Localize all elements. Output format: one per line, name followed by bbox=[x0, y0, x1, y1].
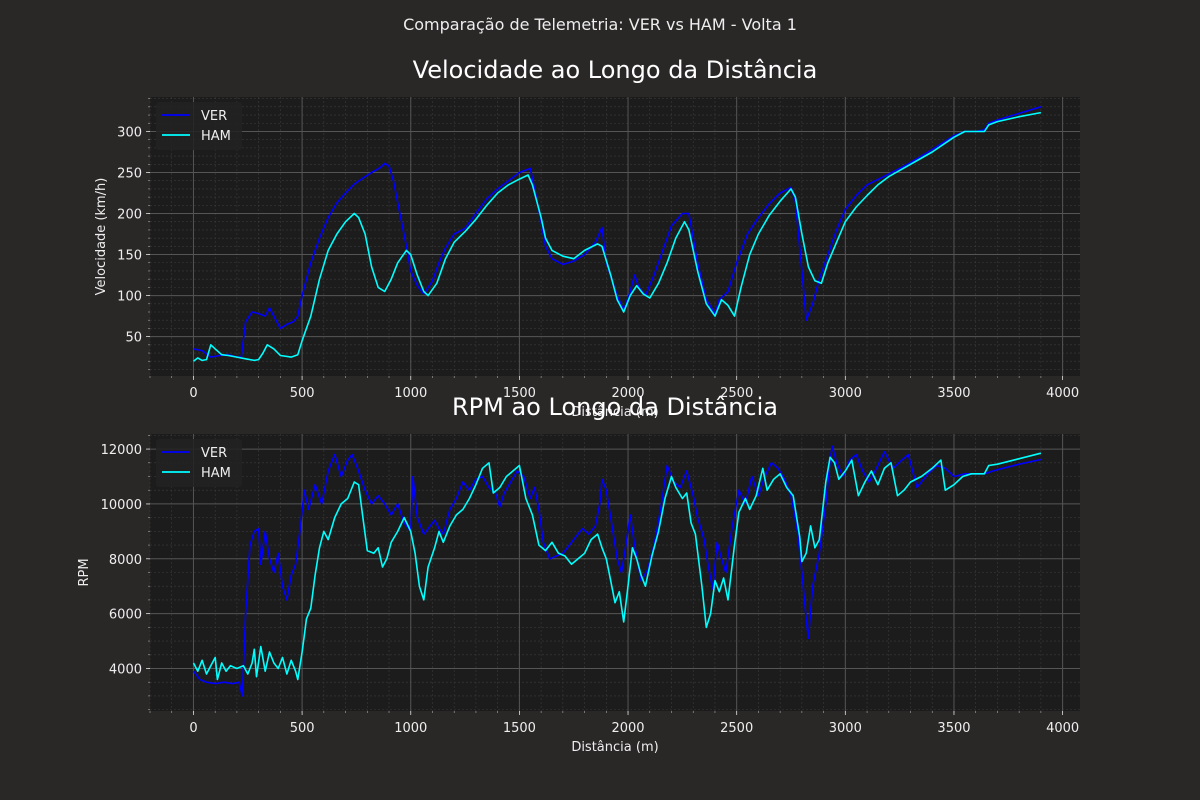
series-line-ham bbox=[192, 452, 1042, 681]
tick-label-y: 10000 bbox=[101, 498, 142, 513]
chart-panel-1: 0 500 1000 1500 2000 2500 3000 3500 4000 50 100 150… bbox=[94, 56, 1080, 420]
legend-label: HAM bbox=[201, 466, 231, 481]
tick-label-y: 250 bbox=[117, 166, 142, 181]
tick-label-x: 3000 bbox=[829, 721, 862, 736]
tick-label-x: 1500 bbox=[503, 721, 536, 736]
tick-label-x: 2000 bbox=[611, 721, 644, 736]
tick-label-y: 150 bbox=[117, 249, 142, 264]
tick-label-x: 0 bbox=[189, 386, 197, 401]
tick-label-x: 1000 bbox=[394, 386, 427, 401]
legend: VER HAM bbox=[156, 439, 242, 487]
legend-label: HAM bbox=[201, 129, 231, 144]
tick-label-y: 4000 bbox=[109, 662, 142, 677]
x-axis-label: Distância (m) bbox=[571, 740, 658, 755]
chart-title: RPM ao Longo da Distância bbox=[452, 393, 778, 421]
tick-label-x: 2500 bbox=[720, 386, 753, 401]
legend-box bbox=[156, 439, 242, 487]
tick-label-x: 1000 bbox=[394, 721, 427, 736]
chart-panel-2: 0 500 1000 1500 2000 2500 3000 3500 4000 4000 6000… bbox=[77, 393, 1080, 755]
legend: VER HAM bbox=[156, 102, 242, 150]
tick-label-y: 300 bbox=[117, 125, 142, 140]
tick-label-x: 2500 bbox=[720, 721, 753, 736]
y-axis-label: Velocidade (km/h) bbox=[94, 178, 109, 296]
chart-title: Velocidade ao Longo da Distância bbox=[413, 56, 818, 84]
tick-label-y: 100 bbox=[117, 290, 142, 305]
tick-label-y: 12000 bbox=[101, 443, 142, 458]
tick-label-x: 0 bbox=[189, 721, 197, 736]
tick-label-x: 500 bbox=[290, 721, 315, 736]
tick-label-y: 50 bbox=[125, 331, 142, 346]
legend-box bbox=[156, 102, 242, 150]
x-axis-label: Distância (m) bbox=[571, 405, 658, 420]
legend-label: VER bbox=[201, 446, 227, 461]
legend-label: VER bbox=[201, 109, 227, 124]
tick-label-x: 4000 bbox=[1046, 386, 1079, 401]
tick-label-x: 3500 bbox=[937, 386, 970, 401]
tick-label-x: 4000 bbox=[1046, 721, 1079, 736]
series-line-ver bbox=[192, 445, 1042, 697]
series-line-ham bbox=[193, 111, 1042, 362]
tick-label-x: 3000 bbox=[829, 386, 862, 401]
tick-label-x: 2000 bbox=[611, 386, 644, 401]
y-axis-label: RPM bbox=[77, 558, 92, 586]
figure-title: Comparação de Telemetria: VER vs HAM - V… bbox=[403, 15, 797, 34]
tick-label-x: 1500 bbox=[503, 386, 536, 401]
tick-label-y: 8000 bbox=[109, 553, 142, 568]
tick-label-y: 200 bbox=[117, 208, 142, 223]
series-line-ver bbox=[193, 106, 1042, 358]
plot-area bbox=[150, 97, 1080, 376]
tick-label-x: 3500 bbox=[937, 721, 970, 736]
tick-label-x: 500 bbox=[290, 386, 315, 401]
tick-label-y: 6000 bbox=[109, 608, 142, 623]
